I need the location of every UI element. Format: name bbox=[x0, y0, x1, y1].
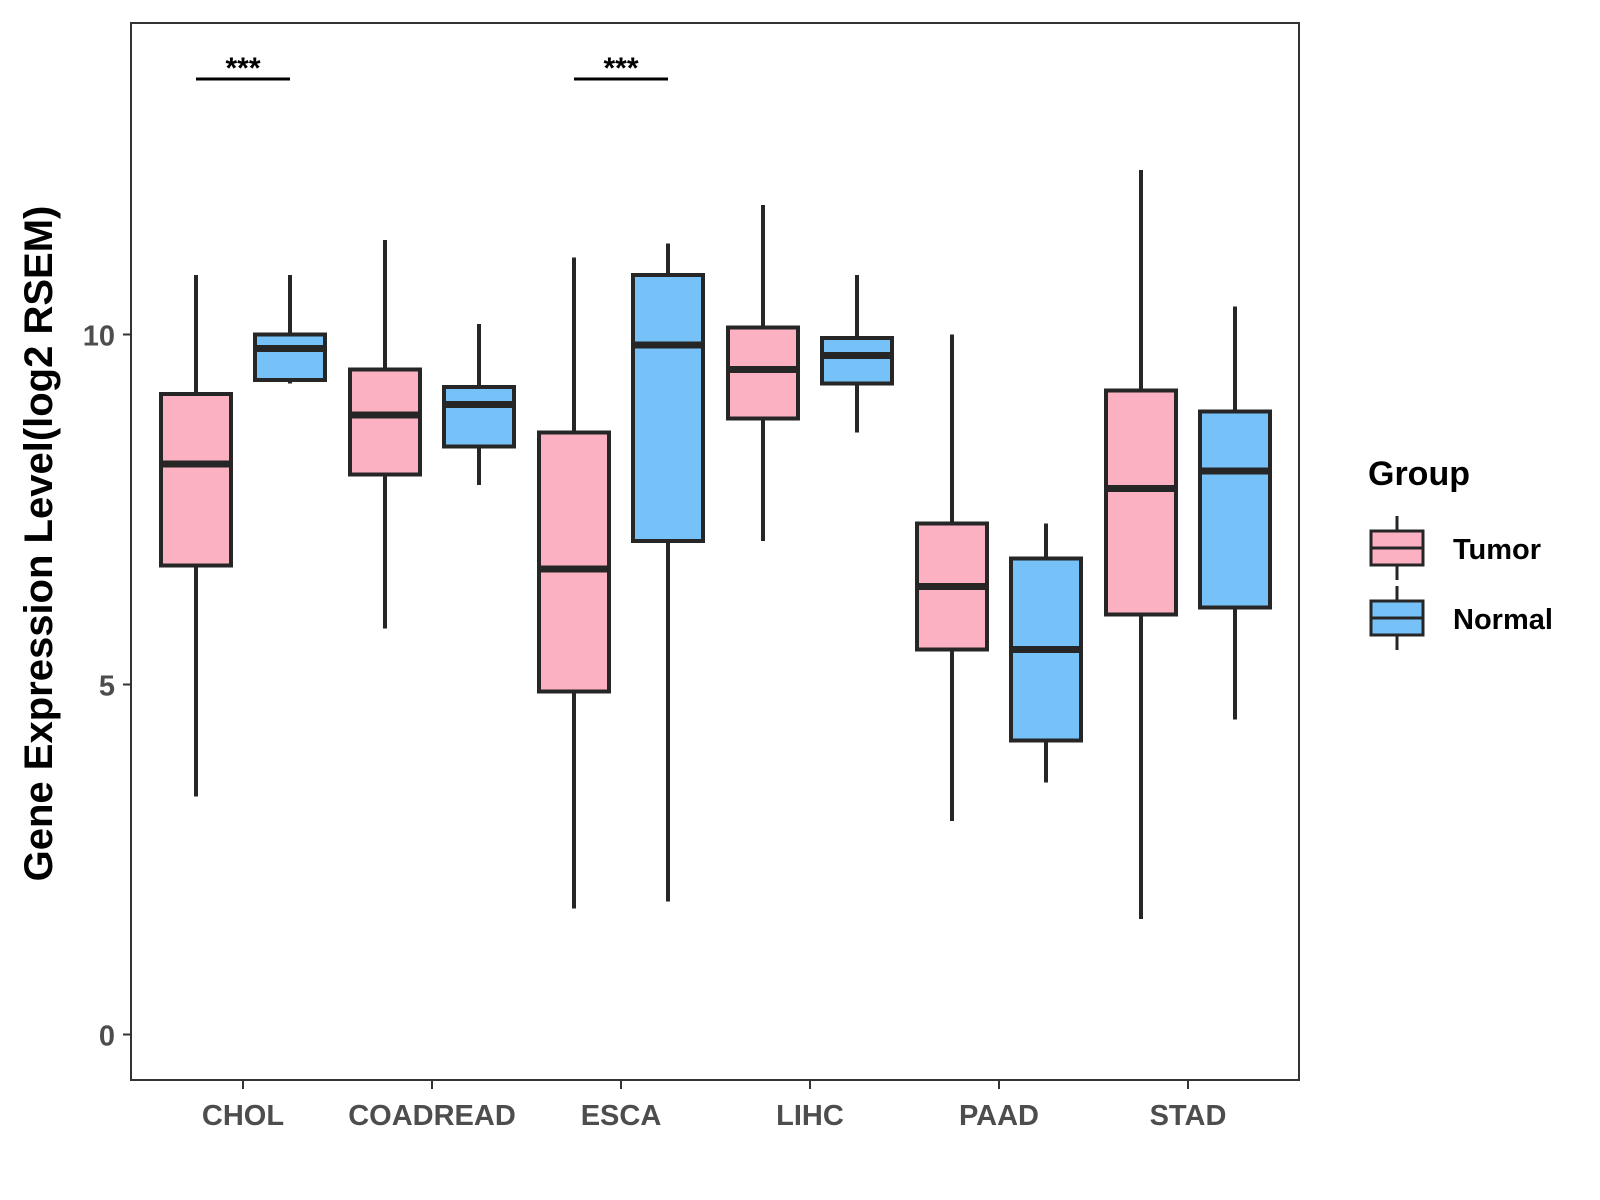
box-lihc-normal bbox=[820, 275, 894, 433]
y-tick-label-0: 0 bbox=[99, 1021, 115, 1053]
x-tick-label-chol: CHOL bbox=[202, 1100, 284, 1132]
legend-item-tumor: Tumor bbox=[1369, 516, 1541, 580]
box-iqr bbox=[631, 273, 705, 543]
y-axis: 0 5 10 bbox=[83, 321, 131, 1053]
box-lihc-tumor bbox=[726, 205, 800, 541]
legend-label-tumor: Tumor bbox=[1453, 534, 1541, 566]
legend-title: Group bbox=[1368, 455, 1470, 493]
legend-keys: Tumor Normal bbox=[1369, 516, 1553, 650]
legend: Group Tumor Normal bbox=[1368, 455, 1553, 650]
significance-chol: *** bbox=[196, 52, 290, 85]
x-tick-label-paad: PAAD bbox=[959, 1100, 1039, 1132]
plot-panel-border bbox=[130, 22, 1300, 1081]
legend-item-normal: Normal bbox=[1369, 586, 1553, 650]
boxes-layer bbox=[159, 170, 1272, 919]
box-iqr bbox=[159, 392, 233, 568]
box-esca-tumor bbox=[537, 257, 611, 909]
y-tick-label-10: 10 bbox=[83, 321, 115, 353]
box-chol-tumor bbox=[159, 275, 233, 797]
box-iqr bbox=[820, 336, 894, 386]
box-coadread-normal bbox=[442, 324, 516, 485]
x-tick-label-esca: ESCA bbox=[581, 1100, 662, 1132]
x-axis: CHOL COADREAD ESCA LIHC PAAD STAD bbox=[202, 1080, 1226, 1132]
box-stad-normal bbox=[1198, 306, 1272, 720]
box-iqr bbox=[1198, 409, 1272, 610]
x-tick-label-stad: STAD bbox=[1150, 1100, 1227, 1132]
box-stad-tumor bbox=[1104, 170, 1178, 919]
box-paad-normal bbox=[1009, 523, 1083, 783]
box-iqr bbox=[1104, 388, 1178, 617]
annotation-layer: *** *** bbox=[196, 52, 668, 85]
significance-label: *** bbox=[603, 52, 638, 85]
box-iqr bbox=[442, 385, 516, 449]
significance-label: *** bbox=[225, 52, 260, 85]
x-tick-label-coadread: COADREAD bbox=[348, 1100, 516, 1132]
y-axis-title: Gene Expression Level(log2 RSEM) bbox=[17, 206, 61, 882]
significance-esca: *** bbox=[574, 52, 668, 85]
box-paad-tumor bbox=[915, 334, 989, 821]
legend-label-normal: Normal bbox=[1453, 604, 1553, 636]
box-iqr bbox=[537, 430, 611, 694]
box-coadread-tumor bbox=[348, 240, 422, 629]
box-esca-normal bbox=[631, 243, 705, 902]
box-chol-normal bbox=[253, 275, 327, 384]
box-iqr bbox=[348, 367, 422, 477]
y-tick-label-5: 5 bbox=[99, 671, 115, 703]
x-tick-label-lihc: LIHC bbox=[776, 1100, 844, 1132]
box-iqr bbox=[253, 332, 327, 382]
